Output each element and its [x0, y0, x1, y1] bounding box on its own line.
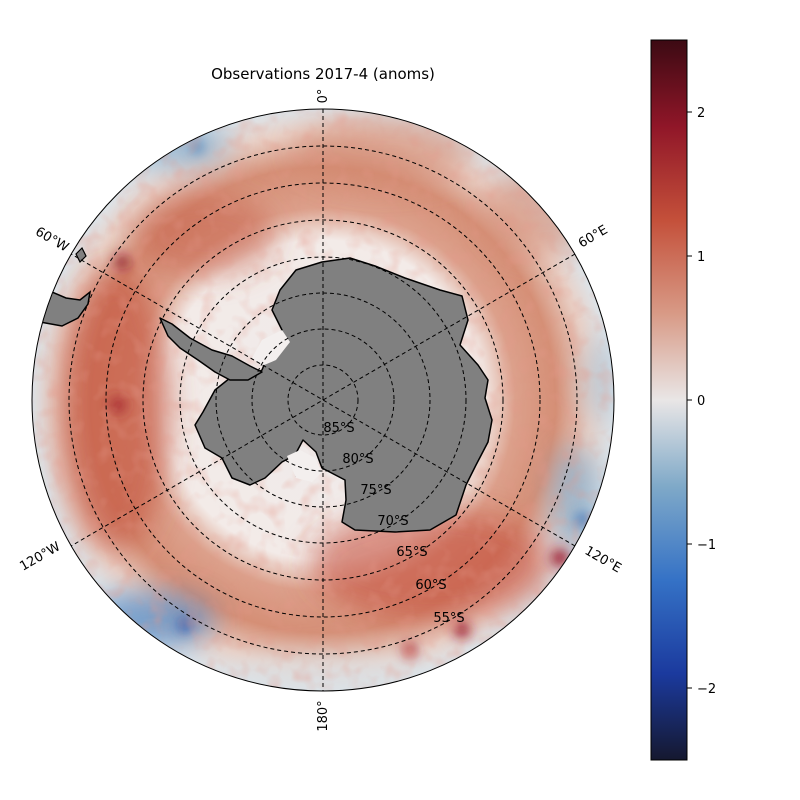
colorbar-ticks: 2 1 0 −1 −2	[687, 106, 716, 697]
falkland-islands	[75, 246, 87, 264]
meridian-60E-120W	[70, 253, 576, 547]
meridian-120E-60W	[70, 253, 576, 547]
map-area	[32, 109, 614, 691]
meridian-label-60E: 60°E	[576, 223, 611, 252]
map-boundary	[31, 108, 615, 692]
colorbar-tick-label-2: 2	[697, 106, 705, 121]
parallel-label-85S: 85°S	[323, 421, 354, 436]
antarctica-land	[194, 257, 493, 533]
parallel-label-65S: 65°S	[396, 545, 427, 560]
colorbar-tick-label-1: 1	[697, 250, 705, 265]
parallel-label-55S: 55°S	[433, 611, 464, 626]
parallel-label-60S: 60°S	[415, 578, 446, 593]
parallel-label-75S: 75°S	[360, 483, 391, 498]
colorbar-tick-label-minus2: −2	[697, 682, 716, 697]
parallel-75S	[215, 292, 431, 508]
meridian-label-120E: 120°E	[582, 544, 624, 577]
weddell-ice-shelf	[252, 330, 290, 366]
parallel-label-80S: 80°S	[342, 452, 373, 467]
parallel-label-70S: 70°S	[377, 514, 408, 529]
colorbar-tick-label-0: 0	[697, 394, 705, 409]
colorbar-gradient	[650, 39, 688, 761]
ross-ice-shelf	[287, 450, 322, 482]
meridian-label-60W: 60°W	[32, 224, 71, 255]
colorbar: 2 1 0 −1 −2	[650, 39, 716, 761]
meridians	[70, 109, 576, 691]
colorbar-tick-label-minus1: −1	[697, 538, 716, 553]
meridian-label-120W: 120°W	[17, 539, 63, 574]
meridian-label-0: 0°	[316, 89, 331, 104]
parallel-80S	[251, 328, 395, 472]
map-title: Observations 2017-4 (anoms)	[211, 65, 435, 83]
meridian-label-180: 180°	[316, 700, 331, 731]
parallel-55S	[68, 145, 578, 655]
